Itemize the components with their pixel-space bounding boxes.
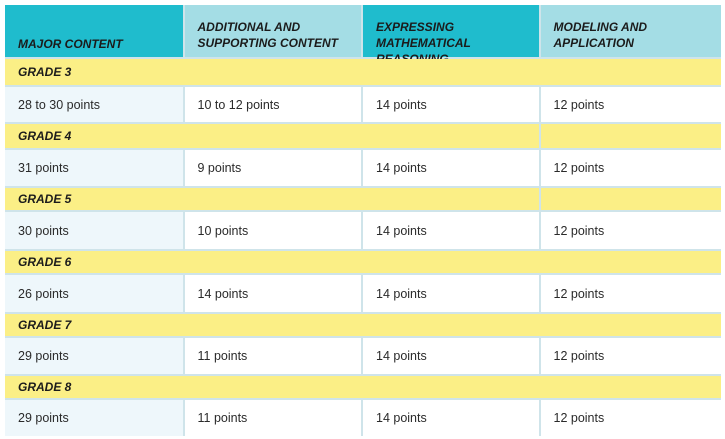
header-modeling-line-2: APPLICATION xyxy=(553,36,634,50)
additional-content-cell: 10 to 12 points xyxy=(184,87,361,122)
modeling-cell: 12 points xyxy=(540,338,721,374)
grade-band-row: GRADE 7 xyxy=(5,314,721,336)
reasoning-cell: 14 points xyxy=(363,275,539,312)
points-table: MAJOR CONTENT ADDITIONAL AND SUPPORTING … xyxy=(5,5,721,436)
grade-band-row: GRADE 8 xyxy=(5,376,721,398)
grade-band-row: GRADE 3 xyxy=(5,59,721,85)
grade-band-row: GRADE 4 xyxy=(5,124,721,148)
modeling-cell: 12 points xyxy=(540,212,721,249)
grade-label: GRADE 7 xyxy=(18,318,72,332)
modeling-cell: 12 points xyxy=(540,400,721,436)
header-additional-line-1: ADDITIONAL AND xyxy=(197,20,301,34)
modeling-cell: 12 points xyxy=(540,150,721,186)
grade-label: GRADE 8 xyxy=(18,380,72,394)
header-expressing-line-1: EXPRESSING MATHEMATICAL xyxy=(376,20,471,50)
reasoning-cell: 14 points xyxy=(363,338,539,374)
table-row: 28 to 30 points 10 to 12 points 14 point… xyxy=(5,87,721,122)
additional-content-cell: 9 points xyxy=(184,150,361,186)
header-modeling-line-1: MODELING AND xyxy=(553,20,648,34)
table-row: 29 points 11 points 14 points 12 points xyxy=(5,338,721,374)
header-major-content: MAJOR CONTENT xyxy=(5,5,183,57)
header-expressing-mathematical-reasoning: EXPRESSING MATHEMATICAL REASONING xyxy=(363,5,539,66)
additional-content-cell: 10 points xyxy=(184,212,361,249)
major-content-cell: 28 to 30 points xyxy=(5,87,183,122)
table-row: 30 points 10 points 14 points 12 points xyxy=(5,212,721,249)
modeling-cell: 12 points xyxy=(540,275,721,312)
reasoning-cell: 14 points xyxy=(363,400,539,436)
major-content-cell: 30 points xyxy=(5,212,183,249)
additional-content-cell: 14 points xyxy=(184,275,361,312)
major-content-cell: 31 points xyxy=(5,150,183,186)
modeling-cell: 12 points xyxy=(540,87,721,122)
grade-band-row: GRADE 5 xyxy=(5,188,721,210)
reasoning-cell: 14 points xyxy=(363,87,539,122)
major-content-cell: 26 points xyxy=(5,275,183,312)
additional-content-cell: 11 points xyxy=(184,338,361,374)
major-content-cell: 29 points xyxy=(5,400,183,436)
reasoning-cell: 14 points xyxy=(363,212,539,249)
reasoning-cell: 14 points xyxy=(363,150,539,186)
table-row: 29 points 11 points 14 points 12 points xyxy=(5,400,721,436)
grade-label: GRADE 6 xyxy=(18,255,72,269)
grade-label: GRADE 4 xyxy=(18,129,72,143)
header-major-content-label: MAJOR CONTENT xyxy=(18,37,123,51)
grade-label: GRADE 5 xyxy=(18,192,72,206)
grade-label: GRADE 3 xyxy=(18,65,72,79)
table-header-row: MAJOR CONTENT ADDITIONAL AND SUPPORTING … xyxy=(5,5,721,66)
additional-content-cell: 11 points xyxy=(184,400,361,436)
header-modeling-application: MODELING AND APPLICATION xyxy=(540,5,721,57)
grade-band-row: GRADE 6 xyxy=(5,251,721,273)
table-row: 26 points 14 points 14 points 12 points xyxy=(5,275,721,312)
header-additional-line-2: SUPPORTING CONTENT xyxy=(197,36,338,50)
major-content-cell: 29 points xyxy=(5,338,183,374)
header-additional-supporting-content: ADDITIONAL AND SUPPORTING CONTENT xyxy=(184,5,361,57)
table-row: 31 points 9 points 14 points 12 points xyxy=(5,150,721,186)
